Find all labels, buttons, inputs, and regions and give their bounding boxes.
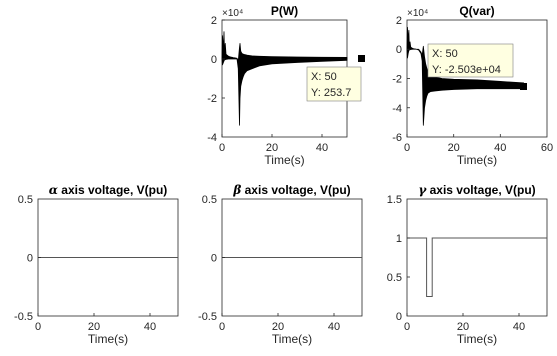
x-tick-label: 0 xyxy=(35,321,41,333)
y-tick-label: -6 xyxy=(392,132,402,144)
chart-p: P(W) ×10⁴ 0 20 40 2 0 -2 -4 Time(s) X: 5… xyxy=(207,4,365,167)
chart-gamma: γ axis voltage, V(pu) 0 20 40 1.5 1 0.5 … xyxy=(387,183,548,346)
chart-alpha: α axis voltage, V(pu) 0 20 40 0.5 0 -0.5… xyxy=(14,183,179,346)
chart-beta: β axis voltage, V(pu) 0 20 40 0.5 0 -0.5… xyxy=(198,183,363,346)
datatip-box xyxy=(306,66,362,102)
chart-title: γ axis voltage, V(pu) xyxy=(418,183,535,197)
y-tick-label: 0.5 xyxy=(18,194,33,206)
y-tick-label: -2 xyxy=(207,93,217,105)
datatip-y: Y: 253.7 xyxy=(311,87,351,99)
y-tick-label: 1.5 xyxy=(387,194,402,206)
x-tick-label: 40 xyxy=(513,321,525,333)
title-text: axis voltage, V(pu) xyxy=(58,183,167,197)
datatip-x: X: 50 xyxy=(311,71,337,83)
x-tick-label: 40 xyxy=(494,142,506,154)
datatip-y: Y: -2.503e+04 xyxy=(432,64,501,76)
datatip-marker xyxy=(358,55,365,62)
series-line xyxy=(407,237,547,297)
x-tick-label: 0 xyxy=(404,142,410,154)
y-tick-label: 0 xyxy=(211,54,217,66)
title-symbol: β xyxy=(232,183,241,197)
y-tick-label: 0.5 xyxy=(387,272,402,284)
ticks xyxy=(406,237,520,316)
x-tick-label: 60 xyxy=(541,142,553,154)
datatip-box xyxy=(427,43,514,78)
x-tick-label: 0 xyxy=(219,142,225,154)
plot-data xyxy=(407,237,547,297)
title-symbol: α xyxy=(49,183,58,197)
x-tick-label: 0 xyxy=(404,321,410,333)
datatip-marker xyxy=(520,83,527,90)
chart-title: β axis voltage, V(pu) xyxy=(232,183,350,197)
title-text: axis voltage, V(pu) xyxy=(426,183,535,197)
ticks xyxy=(221,257,335,316)
x-axis-label: Time(s) xyxy=(457,153,497,167)
x-tick-label: 20 xyxy=(272,321,284,333)
chart-title: P(W) xyxy=(271,4,298,18)
datatip: X: 50 Y: 253.7 xyxy=(306,55,365,102)
x-axis-label: Time(s) xyxy=(88,332,128,346)
x-axis-label: Time(s) xyxy=(457,332,497,346)
y-tick-label: -0.5 xyxy=(14,311,33,323)
x-tick-label: 40 xyxy=(144,321,156,333)
y-tick-label: 0 xyxy=(396,44,402,56)
ticks xyxy=(406,48,501,137)
y-tick-label: 0 xyxy=(396,311,402,323)
y-tick-label: -4 xyxy=(392,103,402,115)
x-tick-label: 40 xyxy=(316,142,328,154)
chart-title: Q(var) xyxy=(459,4,494,18)
title-symbol: γ xyxy=(418,183,427,197)
y-tick-label: 2 xyxy=(211,15,217,27)
plot-data xyxy=(221,31,348,126)
datatip-x: X: 50 xyxy=(432,48,458,60)
y-tick-label: 0.5 xyxy=(202,194,217,206)
x-tick-label: 20 xyxy=(88,321,100,333)
y-tick-label: -4 xyxy=(207,132,217,144)
exponent-label: ×10⁴ xyxy=(222,8,243,19)
ticks xyxy=(37,257,151,316)
oscillation-envelope xyxy=(221,31,348,126)
x-tick-label: 40 xyxy=(328,321,340,333)
datatip: X: 50 Y: -2.503e+04 xyxy=(427,43,527,90)
title-text: axis voltage, V(pu) xyxy=(241,183,350,197)
y-tick-label: 0 xyxy=(27,253,33,265)
y-tick-label: -2 xyxy=(392,74,402,86)
y-tick-label: 2 xyxy=(396,15,402,27)
y-tick-label: 1 xyxy=(396,233,402,245)
plot-area xyxy=(406,198,548,317)
y-tick-label: -0.5 xyxy=(198,311,217,323)
x-tick-label: 20 xyxy=(266,142,278,154)
ticks xyxy=(221,19,323,137)
x-tick-label: 20 xyxy=(448,142,460,154)
chart-title: α axis voltage, V(pu) xyxy=(49,183,168,197)
exponent-label: ×10⁴ xyxy=(407,8,428,19)
x-axis-label: Time(s) xyxy=(264,153,304,167)
y-tick-label: 0 xyxy=(211,253,217,265)
x-tick-label: 20 xyxy=(457,321,469,333)
chart-q: Q(var) ×10⁴ 0 20 40 60 2 0 -2 -4 -6 Time… xyxy=(392,4,553,167)
x-axis-label: Time(s) xyxy=(272,332,312,346)
x-tick-label: 0 xyxy=(219,321,225,333)
